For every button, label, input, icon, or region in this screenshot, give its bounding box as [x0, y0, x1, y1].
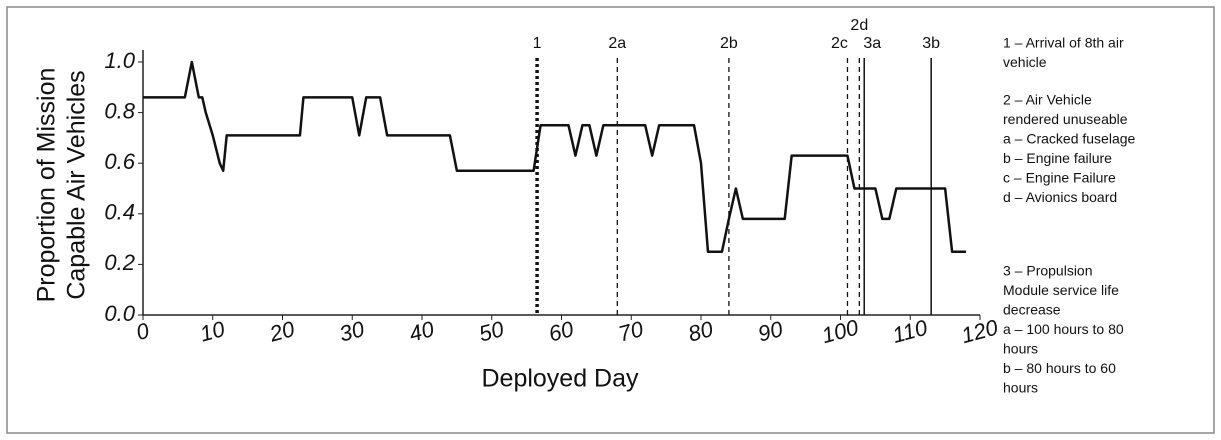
data-line — [143, 60, 967, 253]
event-label: 2d — [850, 17, 868, 34]
note-text: decrease — [1003, 302, 1061, 318]
event-label: 2c — [831, 35, 848, 52]
x-tick-label: 100 — [819, 314, 862, 348]
note-text: 3 – Propulsion — [1003, 263, 1093, 279]
note-text: c – Engine Failure — [1003, 170, 1116, 186]
note-text: b – Engine failure — [1003, 150, 1112, 166]
y-tick-label: 0.4 — [104, 200, 135, 225]
event-label: 1 — [533, 35, 542, 52]
y-axis-label: Capable Air Vehicles — [63, 70, 91, 299]
note-text: d – Avionics board — [1003, 189, 1117, 205]
y-tick-label: 0.8 — [104, 98, 135, 123]
note-text: hours — [1003, 341, 1038, 357]
x-tick-label: 60 — [546, 316, 577, 347]
x-axis-label: Deployed Day — [481, 365, 639, 393]
note-text: vehicle — [1003, 54, 1047, 70]
x-tick-label: 10 — [197, 316, 228, 347]
x-tick-label: 110 — [890, 315, 931, 348]
y-tick-label: 0.6 — [104, 149, 135, 174]
note-text: b – 80 hours to 60 — [1003, 360, 1116, 376]
y-tick-label: 1.0 — [104, 48, 135, 73]
x-tick-label: 80 — [686, 316, 717, 347]
event-label: 2a — [608, 35, 626, 52]
y-tick-label: 0.0 — [104, 301, 135, 326]
note-text: Module service life — [1003, 282, 1119, 298]
event-label: 3a — [863, 35, 881, 52]
note-text: 2 – Air Vehicle — [1003, 92, 1092, 108]
event-label: 2b — [720, 35, 738, 52]
y-axis-label: Proportion of Mission — [33, 68, 61, 303]
x-tick-label: 0 — [133, 318, 152, 346]
x-tick-label: 70 — [616, 316, 647, 347]
x-tick-label: 40 — [407, 316, 438, 347]
note-text: a – 100 hours to 80 — [1003, 321, 1124, 337]
y-tick-label: 0.2 — [104, 250, 135, 275]
x-tick-label: 50 — [476, 316, 507, 347]
note-text: hours — [1003, 380, 1038, 396]
x-tick-label: 120 — [959, 314, 1002, 348]
x-tick-label: 20 — [266, 316, 298, 347]
x-tick-label: 30 — [337, 316, 368, 347]
note-text: rendered unuseable — [1003, 111, 1128, 127]
frame — [6, 6, 1215, 434]
x-tick-label: 90 — [755, 316, 786, 347]
event-label: 3b — [922, 35, 940, 52]
note-text: a – Cracked fuselage — [1003, 131, 1136, 147]
note-text: 1 – Arrival of 8th air — [1003, 35, 1124, 51]
